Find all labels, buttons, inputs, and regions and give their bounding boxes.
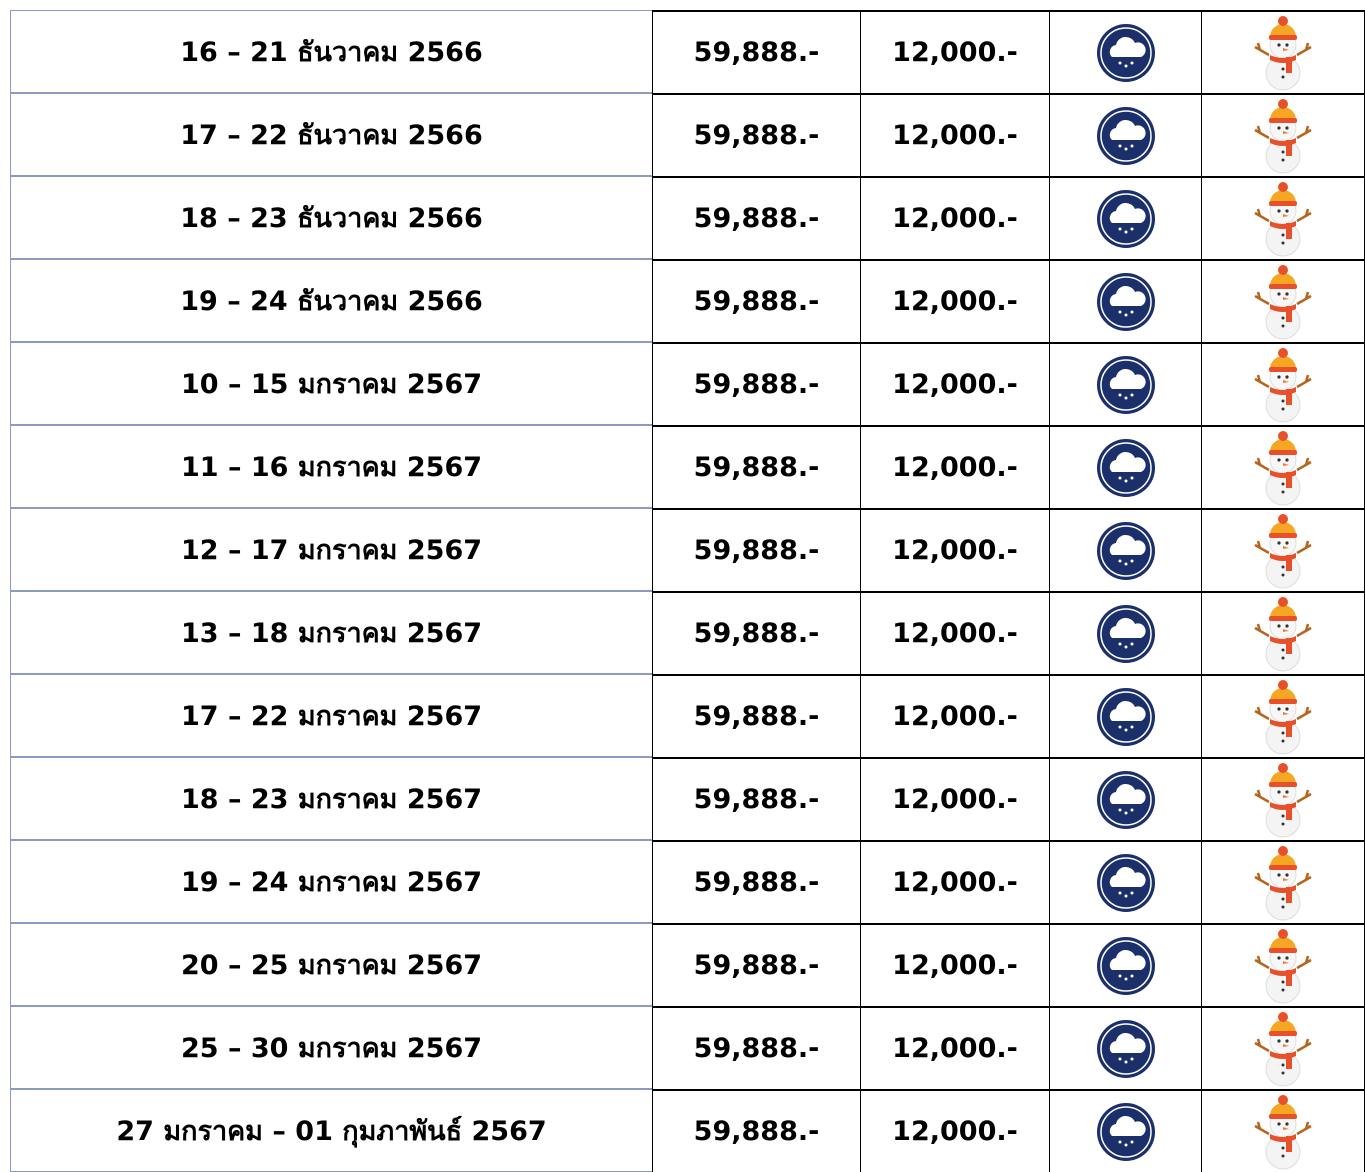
date-cell: 10 – 15 มกราคม 2567 bbox=[10, 342, 652, 425]
snowman-cell bbox=[1201, 923, 1365, 1006]
snow-icon bbox=[1096, 853, 1156, 913]
snowman-icon bbox=[1252, 762, 1314, 838]
weather-cell bbox=[1049, 508, 1201, 591]
snowman-cell bbox=[1201, 508, 1365, 591]
supplement-cell: 12,000.- bbox=[860, 10, 1049, 93]
price-cell: 59,888.- bbox=[652, 259, 860, 342]
date-cell: 27 มกราคม – 01 กุมภาพันธ์ 2567 bbox=[10, 1089, 652, 1172]
snow-icon bbox=[1096, 604, 1156, 664]
price-cell: 59,888.- bbox=[652, 508, 860, 591]
snowman-cell bbox=[1201, 674, 1365, 757]
snow-icon bbox=[1096, 1019, 1156, 1079]
supplement-cell: 12,000.- bbox=[860, 342, 1049, 425]
supplement-cell: 12,000.- bbox=[860, 757, 1049, 840]
supplement-cell: 12,000.- bbox=[860, 923, 1049, 1006]
snow-icon bbox=[1096, 1102, 1156, 1162]
weather-cell bbox=[1049, 259, 1201, 342]
snowman-cell bbox=[1201, 425, 1365, 508]
weather-cell bbox=[1049, 10, 1201, 93]
weather-cell bbox=[1049, 93, 1201, 176]
page: 16 – 21 ธันวาคม 256659,888.-12,000.- 17 … bbox=[0, 0, 1365, 1166]
supplement-cell: 12,000.- bbox=[860, 176, 1049, 259]
supplement-cell: 12,000.- bbox=[860, 508, 1049, 591]
snowman-cell bbox=[1201, 757, 1365, 840]
supplement-cell: 12,000.- bbox=[860, 591, 1049, 674]
price-cell: 59,888.- bbox=[652, 10, 860, 93]
snowman-icon bbox=[1252, 15, 1314, 91]
snowman-cell bbox=[1201, 1089, 1365, 1172]
snow-icon bbox=[1096, 355, 1156, 415]
date-cell: 13 – 18 มกราคม 2567 bbox=[10, 591, 652, 674]
snowman-cell bbox=[1201, 840, 1365, 923]
supplement-cell: 12,000.- bbox=[860, 1006, 1049, 1089]
date-cell: 17 – 22 ธันวาคม 2566 bbox=[10, 93, 652, 176]
weather-cell bbox=[1049, 176, 1201, 259]
snow-icon bbox=[1096, 770, 1156, 830]
supplement-cell: 12,000.- bbox=[860, 840, 1049, 923]
date-cell: 12 – 17 มกราคม 2567 bbox=[10, 508, 652, 591]
date-cell: 25 – 30 มกราคม 2567 bbox=[10, 1006, 652, 1089]
supplement-cell: 12,000.- bbox=[860, 93, 1049, 176]
supplement-cell: 12,000.- bbox=[860, 674, 1049, 757]
snowman-icon bbox=[1252, 1011, 1314, 1087]
snowman-icon bbox=[1252, 513, 1314, 589]
price-cell: 59,888.- bbox=[652, 425, 860, 508]
date-cell: 11 – 16 มกราคม 2567 bbox=[10, 425, 652, 508]
snow-icon bbox=[1096, 189, 1156, 249]
snowman-cell bbox=[1201, 591, 1365, 674]
weather-cell bbox=[1049, 674, 1201, 757]
snowman-icon bbox=[1252, 264, 1314, 340]
snow-icon bbox=[1096, 23, 1156, 83]
snowman-cell bbox=[1201, 93, 1365, 176]
snow-icon bbox=[1096, 106, 1156, 166]
weather-cell bbox=[1049, 923, 1201, 1006]
snowman-cell bbox=[1201, 176, 1365, 259]
snow-icon bbox=[1096, 438, 1156, 498]
snow-icon bbox=[1096, 936, 1156, 996]
snowman-icon bbox=[1252, 596, 1314, 672]
snowman-icon bbox=[1252, 181, 1314, 257]
date-cell: 18 – 23 มกราคม 2567 bbox=[10, 757, 652, 840]
price-cell: 59,888.- bbox=[652, 757, 860, 840]
date-cell: 19 – 24 ธันวาคม 2566 bbox=[10, 259, 652, 342]
price-cell: 59,888.- bbox=[652, 923, 860, 1006]
price-cell: 59,888.- bbox=[652, 840, 860, 923]
snow-icon bbox=[1096, 687, 1156, 747]
snow-icon bbox=[1096, 521, 1156, 581]
weather-cell bbox=[1049, 591, 1201, 674]
weather-cell bbox=[1049, 425, 1201, 508]
date-cell: 17 – 22 มกราคม 2567 bbox=[10, 674, 652, 757]
date-cell: 20 – 25 มกราคม 2567 bbox=[10, 923, 652, 1006]
snowman-cell bbox=[1201, 10, 1365, 93]
date-cell: 16 – 21 ธันวาคม 2566 bbox=[10, 10, 652, 93]
price-cell: 59,888.- bbox=[652, 176, 860, 259]
snowman-icon bbox=[1252, 928, 1314, 1004]
supplement-cell: 12,000.- bbox=[860, 1089, 1049, 1172]
snowman-icon bbox=[1252, 98, 1314, 174]
weather-cell bbox=[1049, 840, 1201, 923]
price-cell: 59,888.- bbox=[652, 1089, 860, 1172]
snowman-icon bbox=[1252, 679, 1314, 755]
supplement-cell: 12,000.- bbox=[860, 425, 1049, 508]
weather-cell bbox=[1049, 1006, 1201, 1089]
price-cell: 59,888.- bbox=[652, 342, 860, 425]
price-cell: 59,888.- bbox=[652, 93, 860, 176]
snowman-icon bbox=[1252, 1094, 1314, 1170]
snowman-cell bbox=[1201, 1006, 1365, 1089]
snowman-cell bbox=[1201, 259, 1365, 342]
snow-icon bbox=[1096, 272, 1156, 332]
price-cell: 59,888.- bbox=[652, 1006, 860, 1089]
date-cell: 18 – 23 ธันวาคม 2566 bbox=[10, 176, 652, 259]
date-cell: 19 – 24 มกราคม 2567 bbox=[10, 840, 652, 923]
snowman-icon bbox=[1252, 430, 1314, 506]
price-cell: 59,888.- bbox=[652, 591, 860, 674]
snowman-icon bbox=[1252, 845, 1314, 921]
price-cell: 59,888.- bbox=[652, 674, 860, 757]
weather-cell bbox=[1049, 757, 1201, 840]
snowman-cell bbox=[1201, 342, 1365, 425]
weather-cell bbox=[1049, 1089, 1201, 1172]
snowman-icon bbox=[1252, 347, 1314, 423]
weather-cell bbox=[1049, 342, 1201, 425]
supplement-cell: 12,000.- bbox=[860, 259, 1049, 342]
